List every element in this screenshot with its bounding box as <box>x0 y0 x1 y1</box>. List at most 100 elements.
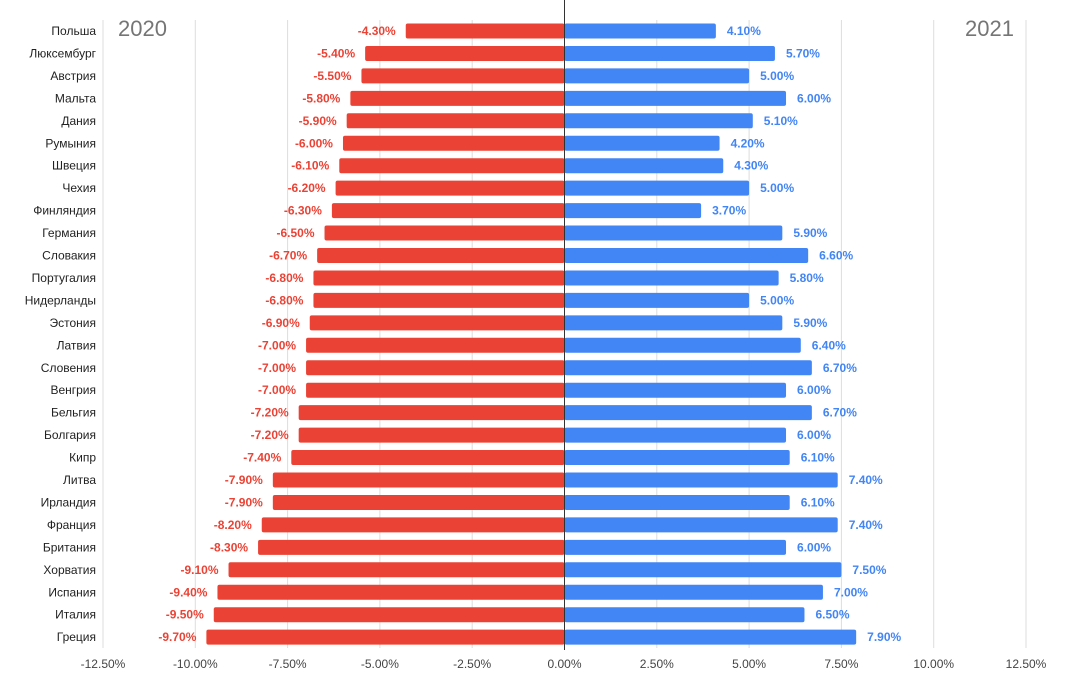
data-label-2020: -5.40% <box>317 46 355 60</box>
bar-2021 <box>564 629 857 645</box>
bar-2020 <box>346 113 565 129</box>
bar-2020 <box>365 45 565 61</box>
data-label-2021: 6.10% <box>801 451 835 465</box>
x-tick-label: 12.50% <box>1006 657 1047 671</box>
category-label: Финляндия <box>33 204 96 218</box>
data-label-2020: -9.50% <box>166 608 204 622</box>
category-label: Дания <box>61 114 96 128</box>
data-label-2021: 5.80% <box>790 271 824 285</box>
bar-2020 <box>350 90 565 106</box>
data-label-2021: 4.30% <box>734 159 768 173</box>
data-label-2021: 3.70% <box>712 204 746 218</box>
bar-2021 <box>564 68 750 84</box>
data-label-2020: -7.40% <box>243 451 281 465</box>
data-label-2020: -7.20% <box>251 406 289 420</box>
data-label-2021: 5.70% <box>786 46 820 60</box>
x-tick-label: -12.50% <box>81 657 126 671</box>
bar-2021 <box>564 180 750 196</box>
data-label-2021: 7.00% <box>834 585 868 599</box>
bar-2020 <box>228 562 565 578</box>
bar-2020 <box>313 270 565 286</box>
x-tick-label: 2.50% <box>640 657 674 671</box>
labels-layer: -12.50% -10.00% -7.50% -5.00% -2.50% 0.00% 2.5… <box>25 24 1047 671</box>
data-label-2021: 5.90% <box>793 226 827 240</box>
category-label: Словения <box>41 361 96 375</box>
category-label: Бельгия <box>51 406 96 420</box>
data-label-2020: -9.40% <box>169 585 207 599</box>
data-label-2020: -4.30% <box>358 24 396 38</box>
data-label-2020: -6.90% <box>262 316 300 330</box>
x-tick-label: 7.50% <box>824 657 858 671</box>
bar-2021 <box>564 472 838 488</box>
data-label-2020: -6.50% <box>276 226 314 240</box>
bar-2020 <box>317 248 565 263</box>
data-label-2021: 7.90% <box>867 630 901 644</box>
series-label-2020: 2020 <box>118 16 167 41</box>
bar-2021 <box>564 494 790 510</box>
bar-2020 <box>298 405 565 421</box>
bar-2020 <box>309 315 565 331</box>
data-label-2020: -8.20% <box>214 518 252 532</box>
category-label: Франция <box>47 518 96 532</box>
bar-2020 <box>306 337 565 353</box>
data-label-2021: 6.70% <box>823 361 857 375</box>
bar-2021 <box>564 539 787 555</box>
bar-2021 <box>564 292 750 308</box>
data-label-2020: -6.00% <box>295 136 333 150</box>
category-label: Литва <box>63 473 96 487</box>
bar-2020 <box>261 517 565 533</box>
bar-2021 <box>564 158 724 174</box>
data-label-2020: -6.30% <box>284 204 322 218</box>
category-label: Швеция <box>52 159 96 173</box>
bar-2020 <box>298 427 565 443</box>
data-label-2020: -5.80% <box>302 91 340 105</box>
bar-2020 <box>306 382 565 398</box>
data-label-2021: 6.00% <box>797 91 831 105</box>
data-label-2021: 6.00% <box>797 540 831 554</box>
data-label-2021: 5.90% <box>793 316 827 330</box>
bar-2021 <box>564 270 779 286</box>
data-label-2021: 5.00% <box>760 69 794 83</box>
bar-2020 <box>306 360 565 376</box>
category-label: Люксембург <box>29 46 96 60</box>
data-label-2021: 6.00% <box>797 428 831 442</box>
x-tick-label: -7.50% <box>269 657 307 671</box>
data-label-2021: 5.10% <box>764 114 798 128</box>
data-label-2020: -7.00% <box>258 383 296 397</box>
bar-2021 <box>564 450 790 466</box>
bar-2020 <box>272 494 565 510</box>
data-label-2021: 4.20% <box>731 136 765 150</box>
bar-2021 <box>564 382 787 398</box>
data-label-2020: -8.30% <box>210 540 248 554</box>
category-label: Чехия <box>62 181 96 195</box>
category-label: Болгария <box>44 428 96 442</box>
category-label: Эстония <box>50 316 97 330</box>
x-tick-label: 5.00% <box>732 657 766 671</box>
x-tick-label: -5.00% <box>361 657 399 671</box>
bar-2020 <box>313 292 565 308</box>
bar-2021 <box>564 225 783 241</box>
data-label-2021: 7.50% <box>852 563 886 577</box>
bar-2020 <box>335 180 565 196</box>
bar-2021 <box>564 427 787 443</box>
bar-2020 <box>291 450 565 466</box>
category-label: Румыния <box>45 136 96 150</box>
bar-2021 <box>564 248 809 263</box>
category-label: Польша <box>51 24 96 38</box>
category-label: Австрия <box>50 69 96 83</box>
bar-2020 <box>361 68 565 84</box>
bar-2020 <box>213 607 565 623</box>
data-label-2021: 6.40% <box>812 338 846 352</box>
data-label-2020: -6.10% <box>291 159 329 173</box>
data-label-2020: -6.70% <box>269 249 307 263</box>
data-label-2020: -6.80% <box>265 293 303 307</box>
bar-2021 <box>564 360 812 376</box>
bar-2021 <box>564 562 842 578</box>
data-label-2020: -9.10% <box>180 563 218 577</box>
bar-2021 <box>564 517 838 533</box>
bar-2021 <box>564 584 823 600</box>
data-label-2021: 5.00% <box>760 181 794 195</box>
bar-2020 <box>258 539 565 555</box>
bar-2021 <box>564 405 812 421</box>
